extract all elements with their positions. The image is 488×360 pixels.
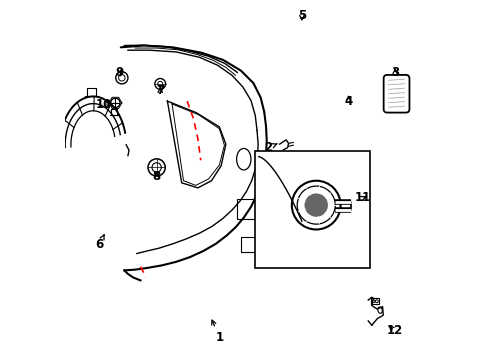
Text: 3: 3 <box>390 66 398 79</box>
Text: 1: 1 <box>211 320 223 344</box>
Text: 6: 6 <box>95 235 104 251</box>
FancyBboxPatch shape <box>338 182 364 199</box>
Text: 8: 8 <box>152 170 161 183</box>
Bar <box>255 151 369 268</box>
Text: 5: 5 <box>297 9 305 22</box>
Text: 4: 4 <box>344 95 352 108</box>
Text: 7: 7 <box>156 84 164 97</box>
Circle shape <box>304 193 327 217</box>
Ellipse shape <box>377 307 382 313</box>
Text: 2: 2 <box>263 141 277 154</box>
Bar <box>241 237 257 252</box>
FancyBboxPatch shape <box>334 179 367 203</box>
Bar <box>237 199 254 220</box>
Text: 11: 11 <box>354 192 370 204</box>
Ellipse shape <box>236 148 250 170</box>
Text: 10: 10 <box>96 98 112 111</box>
Text: 9: 9 <box>115 66 123 79</box>
FancyBboxPatch shape <box>383 75 408 113</box>
Text: 12: 12 <box>386 324 402 337</box>
